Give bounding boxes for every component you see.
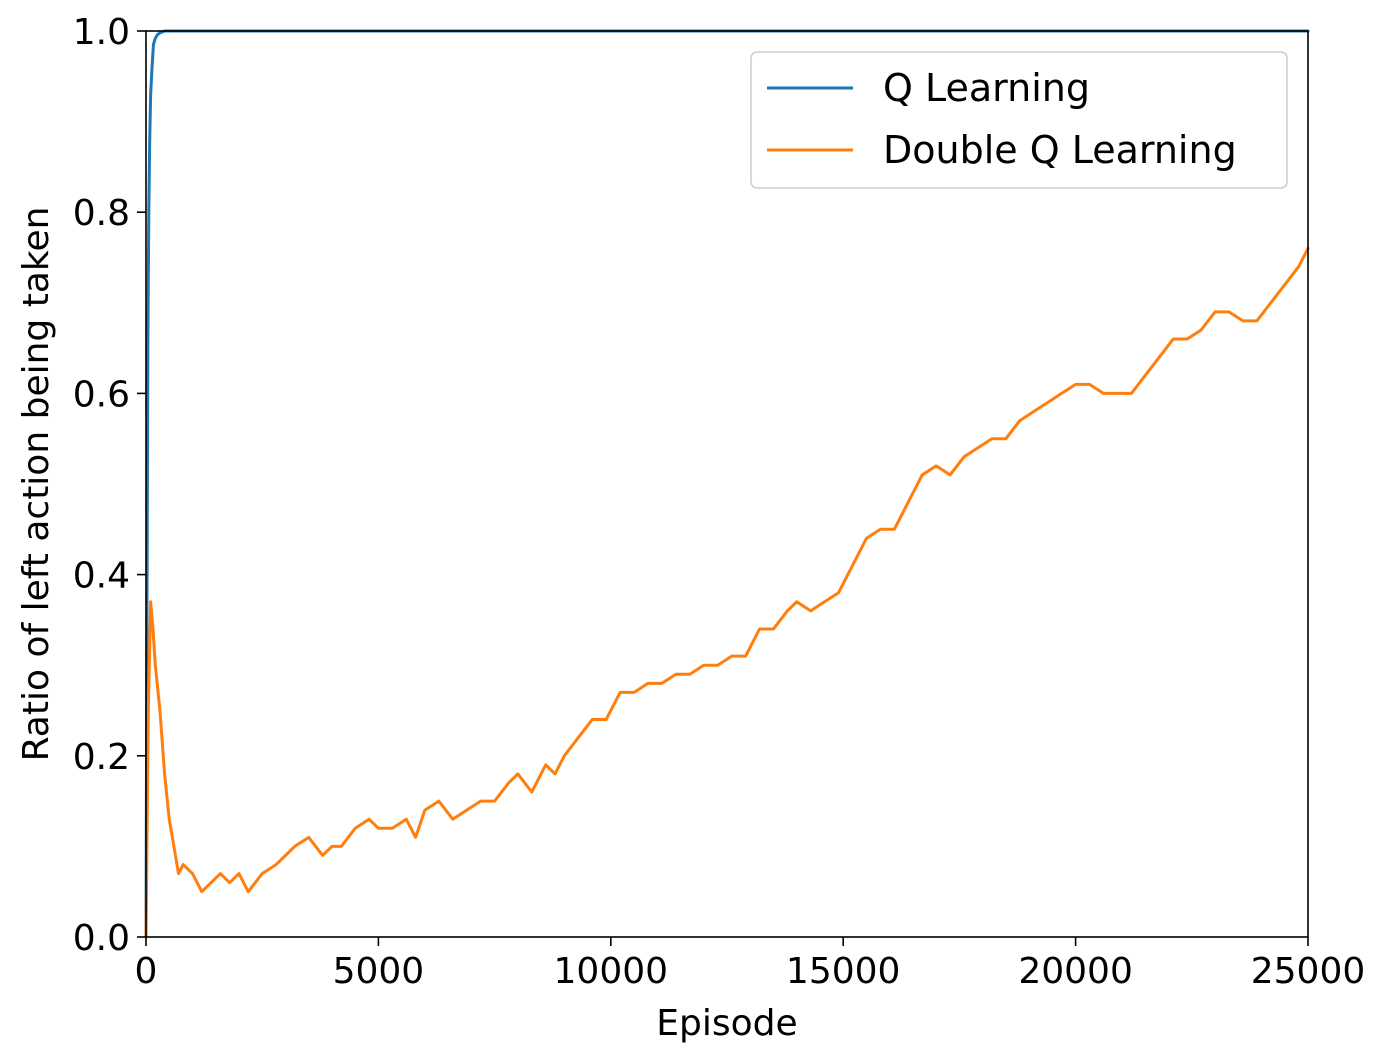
- y-tick-label: 0.6: [73, 374, 130, 415]
- y-tick-label: 0.2: [73, 737, 130, 778]
- legend-label-q-learning: Q Learning: [883, 66, 1090, 110]
- x-axis-ticks: 0 5000 10000 15000 20000 25000: [135, 937, 1366, 992]
- series-line-double-q-learning: [144, 246, 1310, 939]
- legend-box: [750, 51, 1288, 189]
- x-axis-label: Episode: [656, 1003, 797, 1044]
- x-tick-label: 15000: [786, 951, 901, 992]
- y-tick-label: 0.8: [73, 193, 130, 234]
- y-tick-label: 0.0: [73, 918, 130, 959]
- x-tick-label: 25000: [1251, 951, 1366, 992]
- x-tick-label: 0: [135, 951, 158, 992]
- y-tick-label: 1.0: [73, 12, 130, 53]
- y-tick-label: 0.4: [73, 556, 130, 597]
- x-tick-label: 10000: [554, 951, 669, 992]
- legend-label-double-q-learning: Double Q Learning: [883, 128, 1237, 172]
- x-tick-label: 20000: [1018, 951, 1133, 992]
- plot-frame: [145, 30, 1309, 938]
- legend: Q Learning Double Q Learning: [750, 51, 1288, 189]
- x-tick-label: 5000: [333, 951, 425, 992]
- y-axis-ticks: 0.0 0.2 0.4 0.6 0.8 1.0: [73, 12, 146, 959]
- y-axis-label: Ratio of left action being taken: [16, 207, 57, 762]
